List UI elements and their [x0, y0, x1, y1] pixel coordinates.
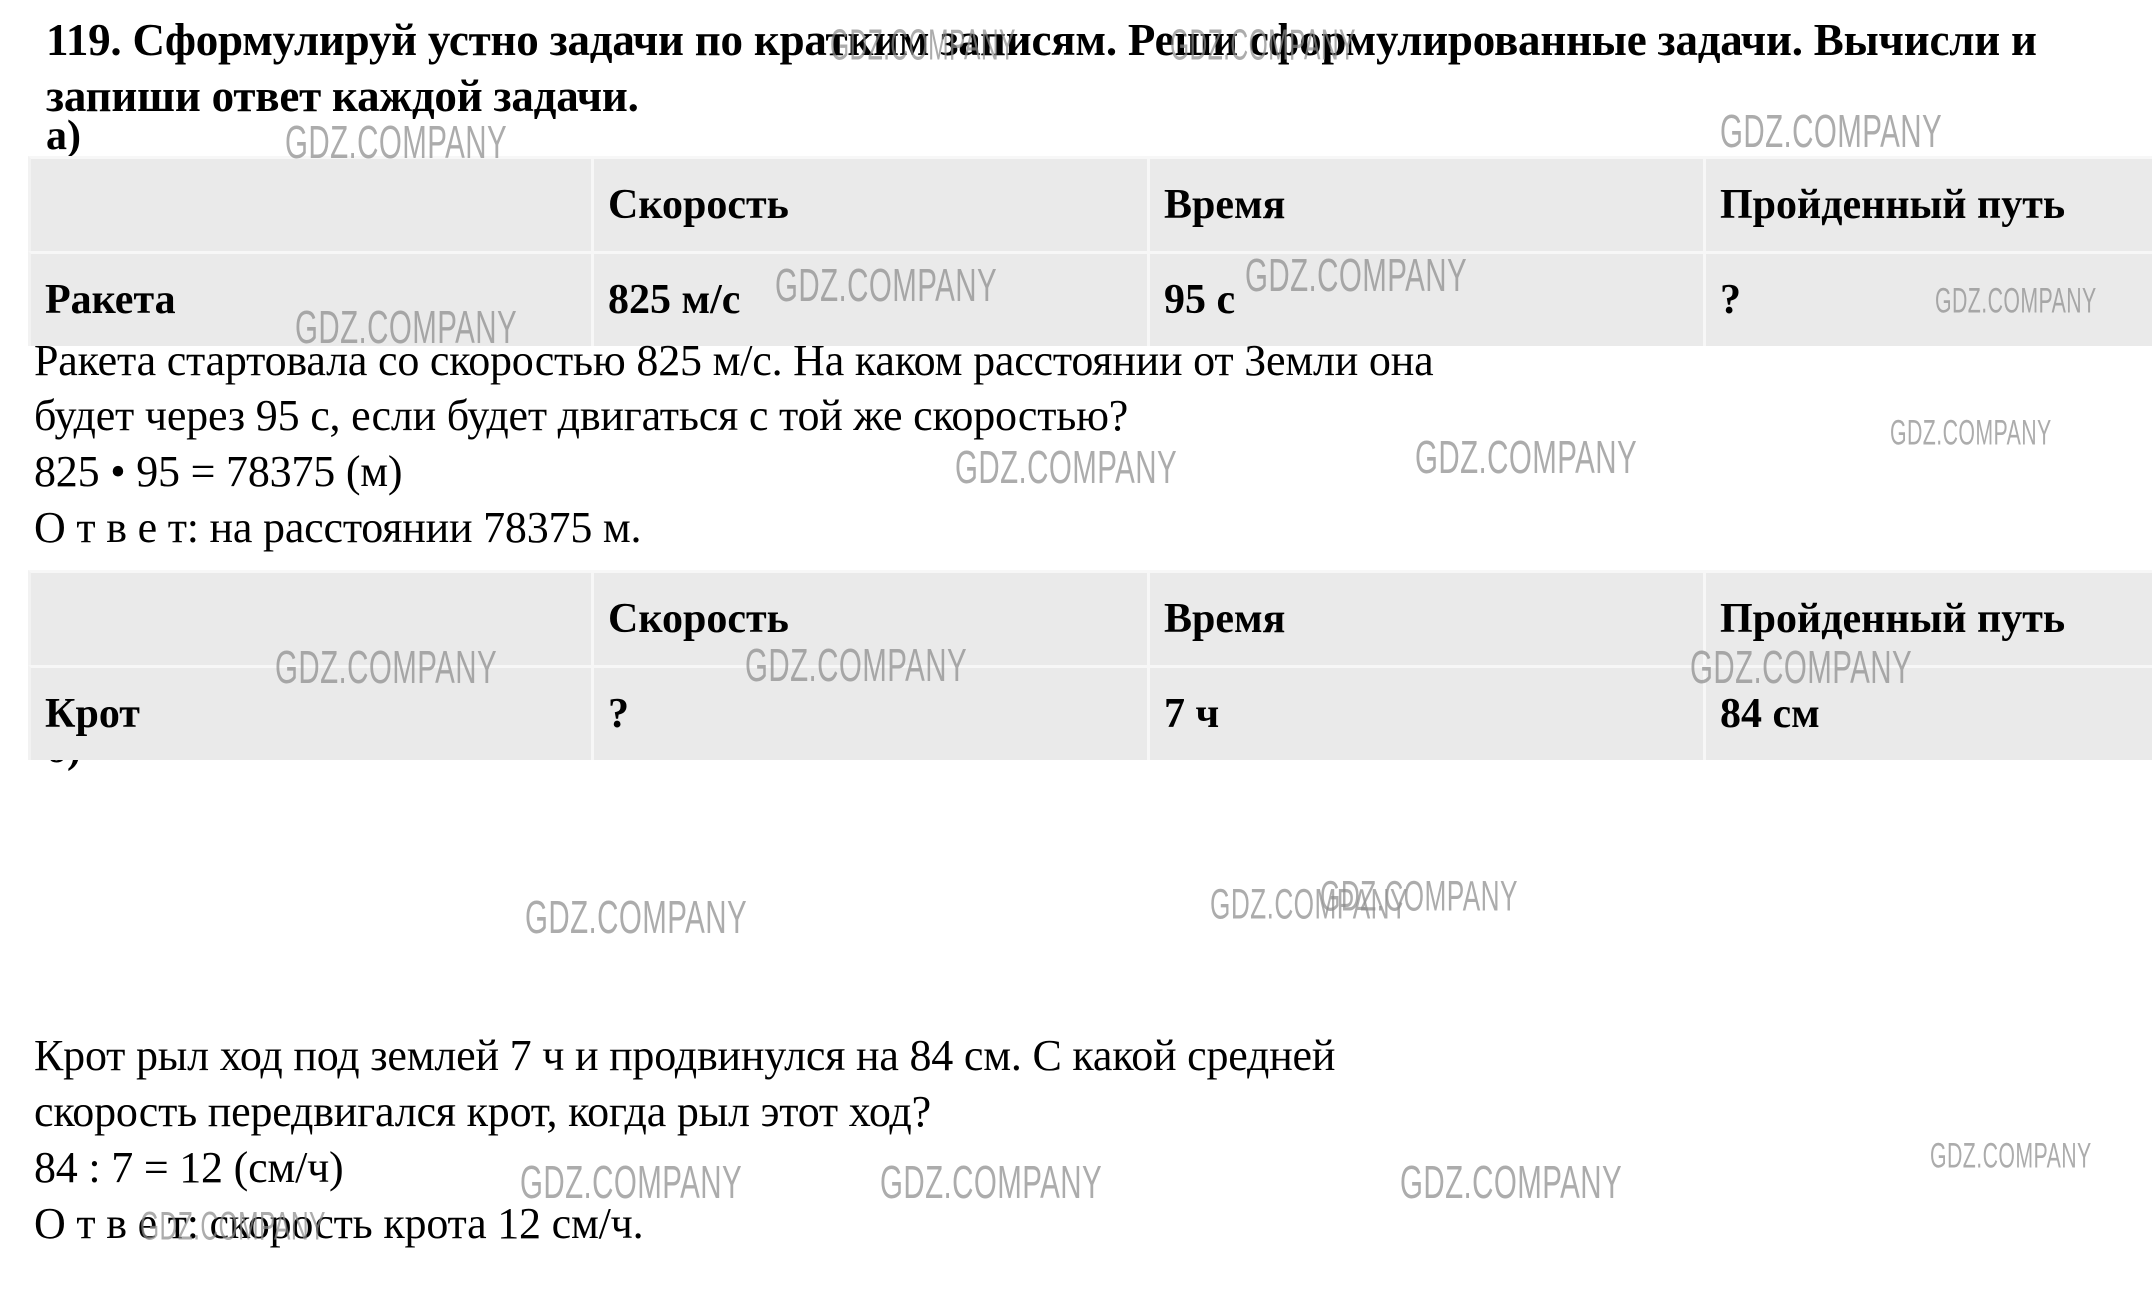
table-cell-time: 95 с [1147, 251, 1703, 346]
calculation-b: 84 : 7 = 12 (см/ч) [34, 1143, 344, 1192]
watermark-text: GDZ.COMPANY [1400, 1155, 1623, 1209]
watermark-text: GDZ.COMPANY [1415, 430, 1638, 484]
watermark-text: GDZ.COMPANY [955, 440, 1178, 494]
table-header-row: Скорость Время Пройденный путь [28, 156, 2152, 251]
calculation-a: 825 • 95 = 78375 (м) [34, 447, 403, 496]
table-cell-time: 7 ч [1147, 665, 1703, 760]
table-header-speed: Скорость [591, 156, 1147, 251]
speed-table-a: Скорость Время Пройденный путь Ракета 82… [28, 156, 2152, 346]
table-cell-subject: Ракета [28, 251, 591, 346]
table-header-time: Время [1147, 156, 1703, 251]
table-row: Ракета 825 м/с 95 с ? [28, 251, 2152, 346]
speed-table-b: Скорость Время Пройденный путь Крот ? 7 … [28, 570, 2152, 760]
answer-a: О т в е т: на расстоянии 78375 м. [34, 503, 642, 552]
table-cell-distance: ? [1703, 251, 2152, 346]
problem-b-line2: скорость передвигался крот, когда рыл эт… [34, 1087, 931, 1136]
table-header-speed: Скорость [591, 570, 1147, 665]
table-header-distance: Пройденный путь [1703, 156, 2152, 251]
table-row: Крот ? 7 ч 84 см [28, 665, 2152, 760]
page-title: 119. Сформулируй устно задачи по кратким… [46, 15, 2037, 121]
watermark-text: GDZ.COMPANY [1890, 412, 2052, 453]
answer-b: О т в е т: скорость крота 12 см/ч. [34, 1199, 644, 1248]
table-header-distance: Пройденный путь [1703, 570, 2152, 665]
table-cell-speed: 825 м/с [591, 251, 1147, 346]
watermark-text: GDZ.COMPANY [1930, 1135, 2092, 1176]
table-cell-speed: ? [591, 665, 1147, 760]
watermark-text: GDZ.COMPANY [1320, 872, 1518, 920]
table-header-row: Скорость Время Пройденный путь [28, 570, 2152, 665]
section-letter-a: а) [46, 113, 81, 159]
table-header-blank [28, 570, 591, 665]
problem-a-line2: будет через 95 с, если будет двигаться с… [34, 391, 1129, 440]
problem-b-line1: Крот рыл ход под землей 7 ч и продвинулс… [34, 1031, 1336, 1080]
watermark-text: GDZ.COMPANY [880, 1155, 1103, 1209]
watermark-text: GDZ.COMPANY [1210, 880, 1408, 928]
table-cell-subject: Крот [28, 665, 591, 760]
watermark-text: GDZ.COMPANY [525, 890, 748, 944]
table-header-blank [28, 156, 591, 251]
table-header-time: Время [1147, 570, 1703, 665]
problem-a-line1: Ракета стартовала со скоростью 825 м/с. … [34, 336, 1434, 385]
table-cell-distance: 84 см [1703, 665, 2152, 760]
